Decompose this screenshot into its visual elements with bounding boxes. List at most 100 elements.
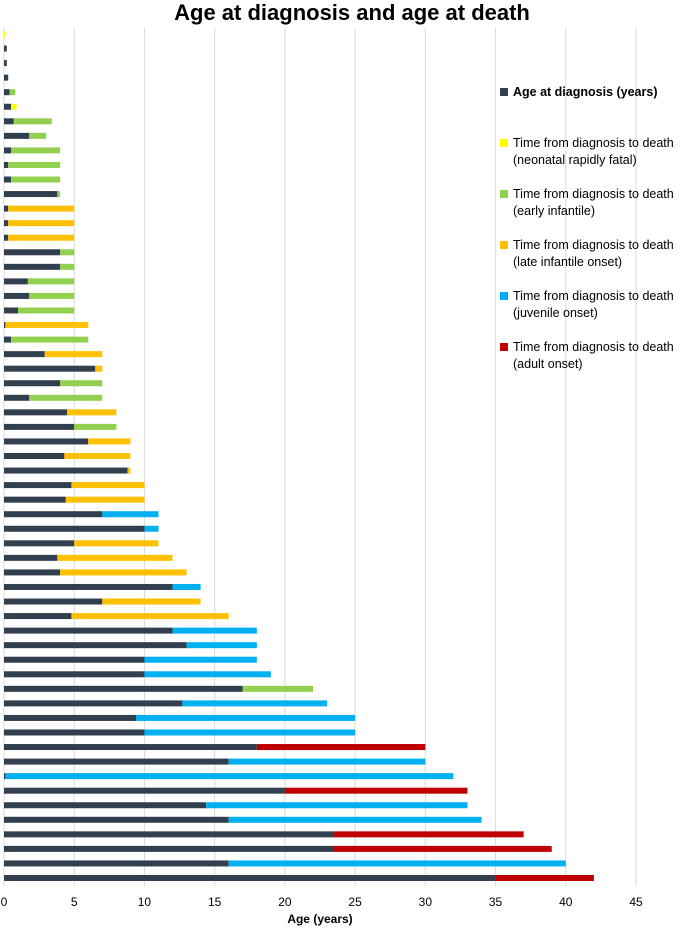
bar-segment <box>18 307 75 314</box>
bar-segment <box>4 132 30 139</box>
legend-item: Time from diagnosis to death (adult onse… <box>500 339 680 390</box>
bar-segment <box>182 700 328 707</box>
x-tick-label: 10 <box>138 895 152 909</box>
bar-segment <box>4 729 145 736</box>
legend-label: Time from diagnosis to death (neonatal r… <box>513 136 674 167</box>
bar-segment <box>102 598 201 605</box>
bar-segment <box>4 787 285 794</box>
bar-segment <box>4 467 128 474</box>
bar-segment <box>60 249 75 256</box>
bar-segment <box>4 554 58 561</box>
bar-segment <box>4 744 257 751</box>
bar-segment <box>11 103 17 110</box>
legend-item: Time from diagnosis to death (early infa… <box>500 186 680 237</box>
bar-segment <box>4 118 14 125</box>
bar-segment <box>60 380 103 387</box>
bar-segment <box>4 540 75 547</box>
bar-segment <box>4 161 9 168</box>
bar-segment <box>127 467 131 474</box>
bar-segment <box>4 714 137 721</box>
x-tick-label: 40 <box>559 895 573 909</box>
bar-segment <box>4 802 207 809</box>
legend-item: Time from diagnosis to death (late infan… <box>500 237 680 288</box>
bar-segment <box>4 380 61 387</box>
bar-segment <box>4 103 12 110</box>
legend-label: Time from diagnosis to death (adult onse… <box>513 340 674 371</box>
bar-segment <box>4 569 61 576</box>
bar-segment <box>186 642 257 649</box>
bar-segment <box>228 860 566 867</box>
bar-segment <box>57 191 61 198</box>
bar-segment <box>8 205 75 212</box>
bar-segment <box>4 525 145 532</box>
bar-segment <box>4 220 9 227</box>
bar-segment <box>4 31 6 37</box>
bar-segment <box>11 176 61 183</box>
bar-segment <box>29 394 103 401</box>
bar-segment <box>4 875 496 881</box>
bar-segment <box>495 875 594 881</box>
bar-segment <box>88 438 131 445</box>
bar-segment <box>29 132 47 139</box>
bar-segment <box>4 191 58 198</box>
bar-segment <box>4 45 7 52</box>
bar-segment <box>4 336 12 343</box>
bar-segment <box>4 453 65 459</box>
legend-label: Age at diagnosis (years) <box>513 85 658 99</box>
legend-swatch <box>500 292 508 300</box>
legend-label: Time from diagnosis to death (early infa… <box>513 187 674 218</box>
bar-segment <box>65 496 145 503</box>
bar-segment <box>74 540 159 547</box>
bar-segment <box>4 409 68 416</box>
legend-label: Time from diagnosis to death (late infan… <box>513 238 674 269</box>
bar-segment <box>4 292 30 299</box>
x-tick-label: 5 <box>71 895 78 909</box>
bar-segment <box>4 263 61 270</box>
bar-segment <box>228 758 426 765</box>
bar-segment <box>4 249 61 256</box>
x-tick-label: 45 <box>629 895 643 909</box>
bar-segment <box>4 278 28 285</box>
chart-title: Age at diagnosis and age at death <box>174 0 530 25</box>
bar-segment <box>4 860 229 867</box>
x-tick-label: 35 <box>489 895 503 909</box>
bar-segment <box>71 613 229 620</box>
bar-segment <box>4 365 96 372</box>
bar-segment <box>4 496 66 503</box>
bar-segment <box>4 307 19 314</box>
bar-segment <box>4 700 183 707</box>
bar-segment <box>102 511 159 518</box>
bar-segment <box>4 845 335 852</box>
bar-segment <box>8 161 61 168</box>
legend-item: Time from diagnosis to death (juvenile o… <box>500 288 680 339</box>
bar-segment <box>11 147 61 154</box>
bar-segment <box>144 525 159 532</box>
bar-segment <box>95 365 103 372</box>
bar-segment <box>136 714 356 721</box>
bar-segment <box>29 292 75 299</box>
x-tick-label: 25 <box>348 895 362 909</box>
bar-segment <box>4 656 145 663</box>
bar-segment <box>74 423 117 430</box>
legend-swatch <box>500 190 508 198</box>
bar-segment <box>4 831 335 838</box>
bar-segment <box>4 322 6 329</box>
bar-segment <box>144 656 257 663</box>
bar-segment <box>5 322 89 329</box>
bar-segment <box>4 773 6 780</box>
bar-segment <box>334 845 552 852</box>
bar-segment <box>27 278 75 285</box>
bar-segment <box>4 234 9 241</box>
bar-segment <box>4 613 72 620</box>
bar-segment <box>9 89 16 96</box>
bar-segment <box>4 423 75 430</box>
bar-segment <box>57 554 173 561</box>
bar-segment <box>67 409 117 416</box>
bar-segment <box>8 220 75 227</box>
bar-segment <box>334 831 524 838</box>
bar-segment <box>4 671 145 678</box>
legend-item: Time from diagnosis to death (neonatal r… <box>500 135 680 186</box>
bar-segment <box>284 787 468 794</box>
bar-segment <box>60 569 187 576</box>
